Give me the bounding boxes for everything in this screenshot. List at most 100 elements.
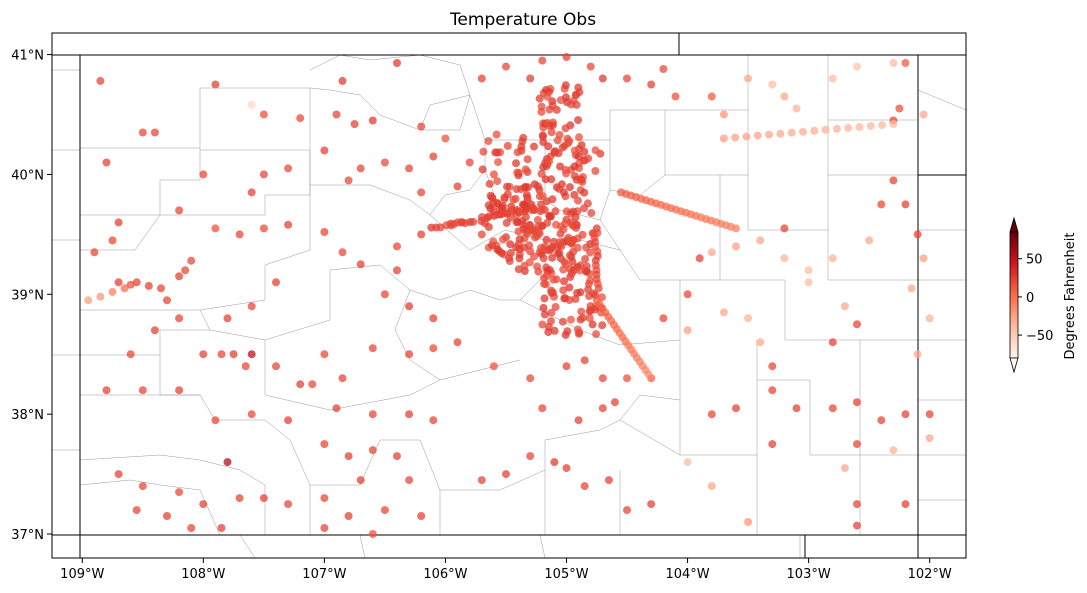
observation-point [489,362,498,371]
observation-point [502,218,511,227]
observation-point [320,494,329,503]
observation-point [683,458,692,467]
observation-point [338,76,347,85]
x-tick-label: 105°W [544,567,588,582]
observation-point [719,308,728,317]
observation-point [539,138,548,147]
observation-point [543,92,552,101]
observation-point [259,110,268,119]
observation-point [526,452,535,461]
observation-point [925,434,934,443]
observation-point [90,248,99,257]
observation-point [181,266,190,275]
observation-point [543,218,552,227]
observation-point [542,235,551,244]
observation-point [580,482,589,491]
observation-point [853,440,861,449]
county-boundaries [52,54,966,558]
observation-point [853,398,861,407]
observation-point [548,121,557,130]
observation-point [535,94,544,103]
observation-point [524,183,533,192]
observation-point [583,199,592,208]
observation-point [877,416,886,425]
observation-point [489,170,498,179]
observation-point [744,314,753,323]
observation-point [569,236,577,245]
observation-point [144,281,153,290]
county-boundary [917,89,966,501]
county-boundary [679,340,918,456]
observation-point [492,130,501,139]
observation-point [296,114,305,123]
y-axis-ticks: 37°N 38°N 39°N 40°N 41°N [11,49,52,543]
observation-point [853,62,861,71]
observation-point [853,500,861,509]
observation-point [571,295,580,303]
observation-point [486,204,495,213]
observation-point [570,146,579,155]
observation-point [308,380,317,389]
observation-point [901,500,910,509]
observation-point [429,152,438,161]
observation-point [380,158,389,167]
observation-point [550,326,559,335]
observation-points [84,53,934,538]
observation-point [732,242,740,251]
observation-point [138,386,147,395]
observation-point [484,137,493,145]
observation-point [832,124,841,133]
observation-point [503,190,512,199]
observation-point [157,284,165,293]
observation-point [114,278,123,287]
observation-point [537,169,546,178]
colorbar: 50 0 −50 Degrees Fahrenheit [1009,216,1078,374]
observation-point [623,374,631,383]
observation-point [405,410,414,419]
observation-point [537,107,546,116]
observation-point [526,74,535,83]
observation-point [533,216,542,224]
observation-point [356,164,365,173]
observation-point [659,314,668,323]
observation-point [878,121,887,130]
observation-point [552,275,561,284]
observation-point [175,488,184,497]
observation-point [855,123,864,131]
county-boundary [52,69,80,451]
observation-point [538,131,547,140]
observation-point [96,76,105,85]
observation-point [780,92,789,101]
observation-point [547,308,556,317]
observation-point [568,257,577,266]
observation-point [477,476,486,485]
observation-point [477,74,486,83]
observation-point [731,133,740,142]
observation-point [441,134,450,143]
observation-point [368,530,377,538]
observation-point [519,133,528,142]
observation-point [575,266,584,275]
observation-point [96,292,105,301]
observation-point [465,158,474,167]
observation-point [570,162,579,171]
observation-point [521,165,530,174]
observation-point [574,416,583,425]
observation-point [566,209,575,218]
observation-point [530,205,539,214]
observation-point [865,236,874,245]
observation-point [350,120,359,129]
observation-point [582,262,591,271]
observation-point [695,254,704,263]
x-tick-label: 102°W [908,567,952,582]
observation-point [429,314,438,323]
observation-point [592,330,601,339]
observation-point [417,122,426,131]
observation-point [560,294,569,303]
observation-point [477,230,486,239]
observation-point [562,362,571,371]
y-tick-label: 41°N [11,49,44,64]
county-boundary [394,289,520,381]
observation-point [542,271,551,280]
observation-point [502,470,510,479]
